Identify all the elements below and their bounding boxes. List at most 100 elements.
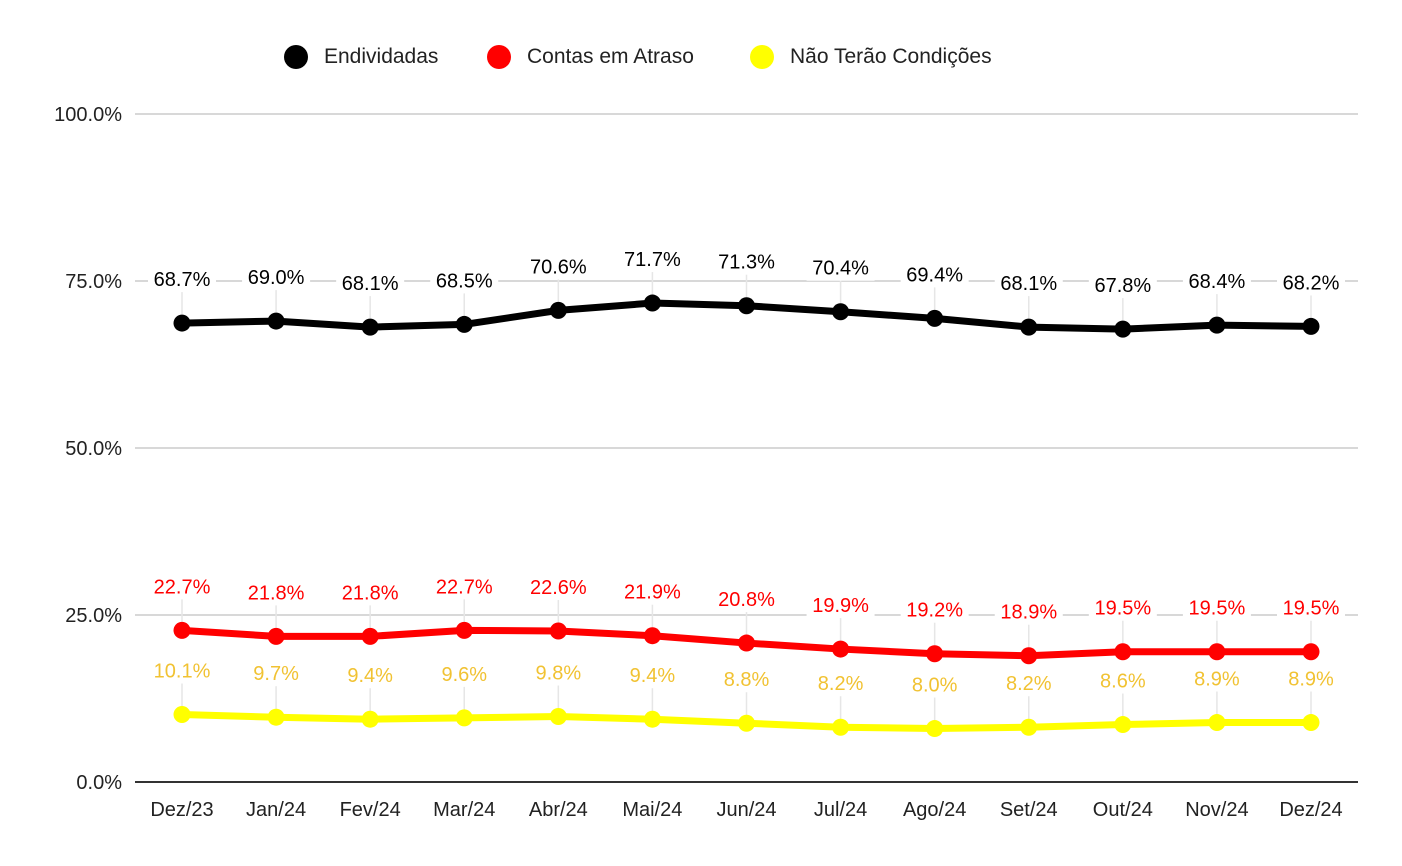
data-point[interactable] [267,708,285,726]
data-point[interactable] [267,312,285,330]
x-tick-label: Nov/24 [1185,799,1248,821]
data-label-bg [524,574,593,601]
label-leader-lines [181,271,1312,721]
data-point[interactable] [1302,317,1320,335]
legend-marker-contas-em-atraso [487,45,511,69]
data-point[interactable] [1302,643,1320,661]
data-label: 71.3% [718,252,775,274]
data-point[interactable] [926,720,944,738]
data-label-bg [242,264,311,291]
data-label: 19.5% [1189,598,1246,620]
x-tick-label: Dez/23 [150,799,213,821]
data-label: 68.4% [1189,271,1246,293]
data-label-bg [1088,667,1157,694]
data-point[interactable] [1114,643,1132,661]
data-label-bg [242,660,311,687]
y-tick-label: 25.0% [65,605,122,627]
legend-item-endividadas[interactable]: Endividadas [284,40,438,74]
data-point[interactable] [738,634,755,652]
data-point[interactable] [455,315,473,333]
y-tick-label: 50.0% [65,438,122,460]
data-point[interactable] [643,710,661,728]
y-axis: 0.0% 25.0% 50.0% 75.0% 100.0% [54,104,122,794]
data-point[interactable] [455,621,473,639]
data-point[interactable] [549,622,567,640]
data-label: 19.5% [1283,598,1340,620]
data-point[interactable] [738,297,755,315]
x-tick-label: Jan/24 [246,799,306,821]
data-point[interactable] [926,309,944,327]
data-label-bg [1088,594,1157,621]
data-label-bg [430,267,499,294]
data-label: 21.9% [624,582,681,604]
data-label: 22.7% [154,576,211,598]
data-point[interactable] [1020,718,1038,736]
data-label: 70.6% [530,256,587,278]
data-label: 22.7% [436,576,493,598]
x-tick-label: Mai/24 [622,799,682,821]
data-point[interactable] [1020,318,1038,336]
data-point[interactable] [173,314,191,332]
data-point[interactable] [361,318,379,336]
data-label-bg [806,670,875,697]
data-label: 68.7% [154,269,211,291]
data-label: 8.9% [1194,669,1240,691]
legend-item-nao-terao-condicoes[interactable]: Não Terão Condições [750,40,992,74]
data-point[interactable] [643,627,661,645]
data-label-bg [900,261,969,288]
data-point[interactable] [173,621,191,639]
data-point[interactable] [173,706,191,724]
data-point[interactable] [926,645,944,663]
data-label-bg [712,248,781,275]
data-label-bg [1182,268,1251,295]
data-label: 19.9% [812,595,869,617]
data-point[interactable] [267,627,285,645]
data-point[interactable] [1114,320,1132,338]
data-point[interactable] [1208,714,1226,732]
data-label-bg [1277,269,1345,296]
legend-label-endividadas: Endividadas [324,45,439,68]
data-point[interactable] [455,709,473,727]
data-label: 71.7% [624,249,681,271]
data-point[interactable] [361,627,379,645]
data-label-bg [618,662,687,689]
data-label-bg [806,592,875,619]
data-point[interactable] [832,718,850,736]
data-label: 19.2% [906,600,963,622]
data-label-bg [994,598,1063,625]
data-label-bg [336,662,405,689]
data-point[interactable] [1208,643,1226,661]
x-tick-label: Jul/24 [814,799,867,821]
data-point[interactable] [1302,714,1320,732]
data-label: 8.8% [724,669,770,691]
data-label-bg [148,573,216,600]
data-point[interactable] [832,303,850,321]
x-tick-label: Abr/24 [529,799,588,821]
data-point[interactable] [1114,716,1132,734]
data-point[interactable] [832,640,850,658]
data-label-bg [524,659,593,686]
gridlines [135,113,1358,616]
data-label: 8.6% [1100,671,1146,693]
data-point[interactable] [1020,647,1038,665]
data-label: 67.8% [1094,275,1151,297]
x-tick-label: Out/24 [1093,799,1153,821]
data-label-bg [712,586,781,613]
data-label-bg [712,666,781,693]
x-tick-label: Mar/24 [433,799,495,821]
x-tick-label: Dez/24 [1279,799,1342,821]
data-label: 8.9% [1288,669,1334,691]
data-point[interactable] [361,710,379,728]
data-point[interactable] [549,708,567,726]
data-label: 68.1% [342,273,399,295]
data-point[interactable] [738,714,755,732]
data-label-bg [618,578,687,605]
data-point[interactable] [549,301,567,319]
legend-item-contas-em-atraso[interactable]: Contas em Atraso [487,40,694,74]
data-point[interactable] [1208,316,1226,334]
data-label-bg [1277,665,1345,692]
data-label: 68.2% [1283,272,1340,294]
data-label-bg [336,579,405,606]
data-label-bg [148,657,216,684]
data-point[interactable] [643,294,661,312]
